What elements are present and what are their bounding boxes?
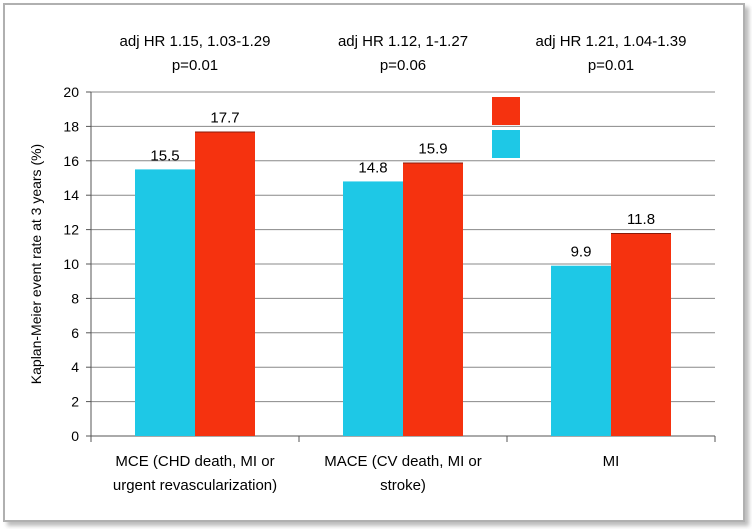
legend-swatch <box>492 130 520 158</box>
hr-annotation: adj HR 1.15, 1.03-1.29 <box>120 33 271 50</box>
y-tick-label: 8 <box>71 290 79 306</box>
hr-annotation: p=0.01 <box>172 57 218 74</box>
data-label: 9.9 <box>571 244 592 261</box>
legend <box>492 97 520 158</box>
labels: 0 2 4 6 8 10 12 14 16 18 20 Kaplan-Meier event rate… <box>28 33 686 494</box>
hr-annotation: p=0.06 <box>380 57 426 74</box>
bar <box>551 265 611 436</box>
y-tick-label: 2 <box>71 394 79 410</box>
data-label: 15.5 <box>150 147 179 164</box>
category-label: stroke) <box>380 477 426 494</box>
y-tick-label: 20 <box>63 84 79 100</box>
chart-frame: 0 2 4 6 8 10 12 14 16 18 20 Kaplan-Meier event rate… <box>3 3 745 522</box>
data-label: 14.8 <box>358 159 387 176</box>
y-tick-label: 16 <box>63 153 79 169</box>
category-label: MACE (CV death, MI or <box>324 453 482 470</box>
y-tick-label: 10 <box>63 256 79 272</box>
y-axis-label: Kaplan-Meier event rate at 3 years (%) <box>28 144 44 384</box>
data-label: 17.7 <box>210 110 239 127</box>
y-tick-label: 6 <box>71 325 79 341</box>
legend-swatch <box>492 97 520 125</box>
bars <box>135 131 671 436</box>
y-tick-label: 18 <box>63 118 79 134</box>
data-label: 15.9 <box>418 141 447 158</box>
category-label: MI <box>603 453 620 470</box>
hr-annotation: p=0.01 <box>588 57 634 74</box>
y-tick-label: 12 <box>63 222 79 238</box>
y-tick-label: 14 <box>63 187 79 203</box>
bar-chart: 0 2 4 6 8 10 12 14 16 18 20 Kaplan-Meier event rate… <box>28 33 716 494</box>
bar <box>135 169 195 436</box>
hr-annotation: adj HR 1.21, 1.04-1.39 <box>536 33 687 50</box>
category-label: MCE (CHD death, MI or <box>115 453 274 470</box>
category-label: urgent revascularization) <box>113 477 277 494</box>
bar <box>343 181 403 436</box>
bar <box>611 233 671 436</box>
bar <box>403 162 463 436</box>
y-tick-label: 4 <box>71 359 79 375</box>
hr-annotation: adj HR 1.12, 1-1.27 <box>338 33 468 50</box>
y-tick-label: 0 <box>71 428 79 444</box>
data-label: 11.8 <box>627 211 655 228</box>
bar <box>195 131 255 436</box>
